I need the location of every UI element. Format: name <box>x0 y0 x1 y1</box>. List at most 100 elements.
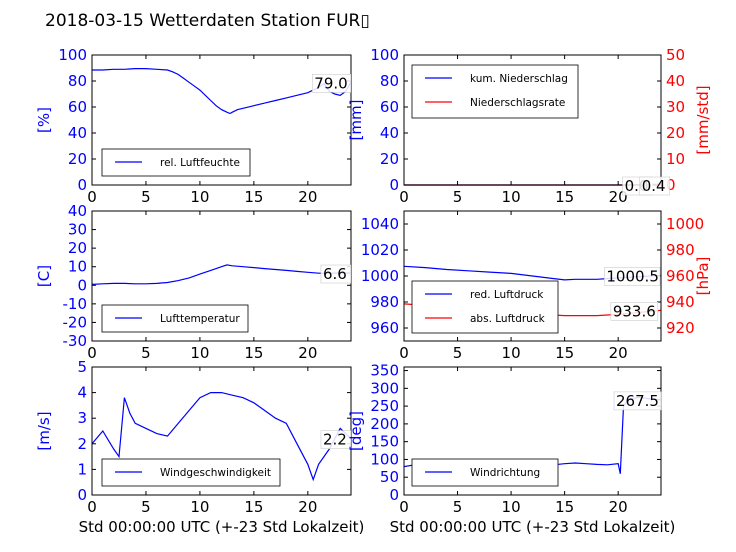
legend-box-pressure <box>411 280 559 334</box>
y-tick-label-wind-speed: 4 <box>77 384 87 402</box>
y-tick-label-wind-direction: 100 <box>370 450 399 468</box>
legend-label-pressure: red. Luftdruck <box>470 289 544 301</box>
panel-humidity: 0 5 10 15 20 0 20 40 60 80 100 [%] rel. Luftfeuchte 7… <box>35 46 352 206</box>
y2-tick-label-pressure: 1000 <box>666 215 704 233</box>
y-axis-label-precipitation: [mm] <box>347 100 365 141</box>
x-axis-label-wind-speed: Std 00:00:00 UTC (+-23 Std Lokalzeit) <box>79 518 365 536</box>
y-tick-label-precipitation: 0 <box>389 176 399 194</box>
y-tick-label-temperature: 40 <box>68 202 87 220</box>
x-tick-label-wind-speed: 5 <box>141 498 151 516</box>
series-line-temperature-0 <box>91 264 351 285</box>
y-tick-label-precipitation: 20 <box>380 150 399 168</box>
annotation-bg-wind-direction <box>613 391 662 411</box>
y2-axis-label-precipitation: [mm/std] <box>694 85 712 154</box>
y-tick-label-humidity: 60 <box>68 98 87 116</box>
y-tick-label-pressure: 1040 <box>361 215 399 233</box>
legend-label-pressure: abs. Luftdruck <box>470 313 546 325</box>
y-tick-label-wind-speed: 3 <box>77 409 87 427</box>
legend-pressure: red. Luftdruck abs. Luftdruck <box>411 280 559 334</box>
x-tick-label-wind-speed: 15 <box>244 498 263 516</box>
y2-tick-label-pressure: 920 <box>666 319 695 337</box>
x-tick-label-humidity: 10 <box>190 188 209 206</box>
annotation-value-humidity: 79.0 <box>314 74 347 92</box>
annotation-value-precipitation: 0.4 <box>642 177 666 195</box>
x-tick-label-temperature: 0 <box>87 344 97 362</box>
y2-tick-label-precipitation: 10 <box>666 150 685 168</box>
legend-label-precipitation: kum. Niederschlag <box>470 73 568 85</box>
y-tick-label-humidity: 20 <box>68 150 87 168</box>
legend-humidity: rel. Luftfeuchte <box>101 148 251 177</box>
y-tick-label-pressure: 1000 <box>361 267 399 285</box>
annotation-value-temperature: 6.6 <box>323 265 347 283</box>
x-tick-label-temperature: 10 <box>190 344 209 362</box>
legend-label-temperature: Lufttemperatur <box>160 313 240 325</box>
y-tick-label-humidity: 40 <box>68 124 87 142</box>
y-tick-label-temperature: -20 <box>63 313 88 331</box>
plot-frame-humidity <box>91 54 352 186</box>
y-tick-label-wind-speed: 5 <box>77 358 87 376</box>
y-tick-label-wind-direction: 0 <box>389 486 399 504</box>
x-tick-label-temperature: 15 <box>244 344 263 362</box>
legend-label-wind-direction: Windrichtung <box>470 467 540 479</box>
legend-precipitation: kum. Niederschlag Niederschlagsrate <box>411 64 579 119</box>
x-tick-label-wind-direction: 5 <box>453 498 463 516</box>
y-tick-label-temperature: 10 <box>68 258 87 276</box>
annotation-bg-pressure <box>610 302 659 321</box>
x-tick-label-humidity: 15 <box>244 188 263 206</box>
x-tick-label-temperature: 20 <box>298 344 317 362</box>
y-tick-label-pressure: 1020 <box>361 241 399 259</box>
x-tick-label-wind-speed: 0 <box>87 498 97 516</box>
annotation-value-wind-direction: 267.5 <box>616 392 659 410</box>
y-axis-label-wind-direction: [deg] <box>347 411 365 451</box>
y2-tick-label-pressure: 980 <box>666 241 695 259</box>
x-axis-label-wind-direction: Std 00:00:00 UTC (+-23 Std Lokalzeit) <box>390 518 676 536</box>
x-tick-label-pressure: 15 <box>555 344 574 362</box>
x-tick-label-wind-speed: 10 <box>190 498 209 516</box>
y2-tick-label-precipitation: 30 <box>666 98 685 116</box>
y-tick-label-wind-speed: 2 <box>77 435 87 453</box>
annotation-value-wind-speed: 2.2 <box>323 431 347 449</box>
y-tick-label-wind-direction: 150 <box>370 433 399 451</box>
annotation-bg-wind-speed <box>320 430 352 449</box>
y-tick-label-temperature: 20 <box>68 239 87 257</box>
y-tick-label-wind-direction: 200 <box>370 415 399 433</box>
y-tick-label-wind-direction: 300 <box>370 379 399 397</box>
x-tick-label-humidity: 20 <box>298 188 317 206</box>
y-tick-label-humidity: 80 <box>68 72 87 90</box>
series-line-wind-speed-0 <box>91 392 352 482</box>
y-tick-label-wind-speed: 1 <box>77 460 87 478</box>
y-tick-label-temperature: -30 <box>63 332 88 350</box>
legend-temperature: Lufttemperatur <box>101 304 249 333</box>
x-tick-label-wind-direction: 0 <box>399 498 409 516</box>
y2-tick-label-precipitation: 50 <box>666 46 685 64</box>
x-tick-label-humidity: 0 <box>87 188 97 206</box>
y-tick-label-temperature: -10 <box>63 295 88 313</box>
x-tick-label-precipitation: 10 <box>502 188 521 206</box>
y-tick-label-temperature: 30 <box>68 221 87 239</box>
x-tick-label-wind-direction: 15 <box>555 498 574 516</box>
x-tick-label-pressure: 20 <box>609 344 628 362</box>
panel-pressure: 0 5 10 15 20 960 980 1000 1020 1040 920 940 960 980 10… <box>361 210 712 362</box>
x-tick-label-pressure: 0 <box>399 344 409 362</box>
x-tick-label-wind-speed: 20 <box>298 498 317 516</box>
y-tick-label-wind-direction: 50 <box>380 468 399 486</box>
y-tick-label-wind-direction: 350 <box>370 362 399 380</box>
legend-label-wind-speed: Windgeschwindigkeit <box>160 467 271 479</box>
y-tick-label-temperature: 0 <box>77 276 87 294</box>
plot-frame-wind-direction <box>403 366 662 496</box>
annotation-value-pressure: 1000.5 <box>606 267 659 285</box>
legend-wind-direction: Windrichtung <box>411 458 559 487</box>
x-tick-label-pressure: 5 <box>453 344 463 362</box>
y2-tick-label-precipitation: 20 <box>666 124 685 142</box>
legend-wind-speed: Windgeschwindigkeit <box>101 458 281 487</box>
y-tick-label-wind-direction: 250 <box>370 397 399 415</box>
annotation-bg-pressure <box>604 267 661 286</box>
annotation-bg-precipitation <box>639 176 670 196</box>
legend-box-temperature <box>101 304 249 333</box>
plot-frame-precipitation <box>403 54 662 186</box>
x-tick-label-wind-direction: 10 <box>502 498 521 516</box>
y-axis-label-temperature: [C] <box>35 265 53 287</box>
